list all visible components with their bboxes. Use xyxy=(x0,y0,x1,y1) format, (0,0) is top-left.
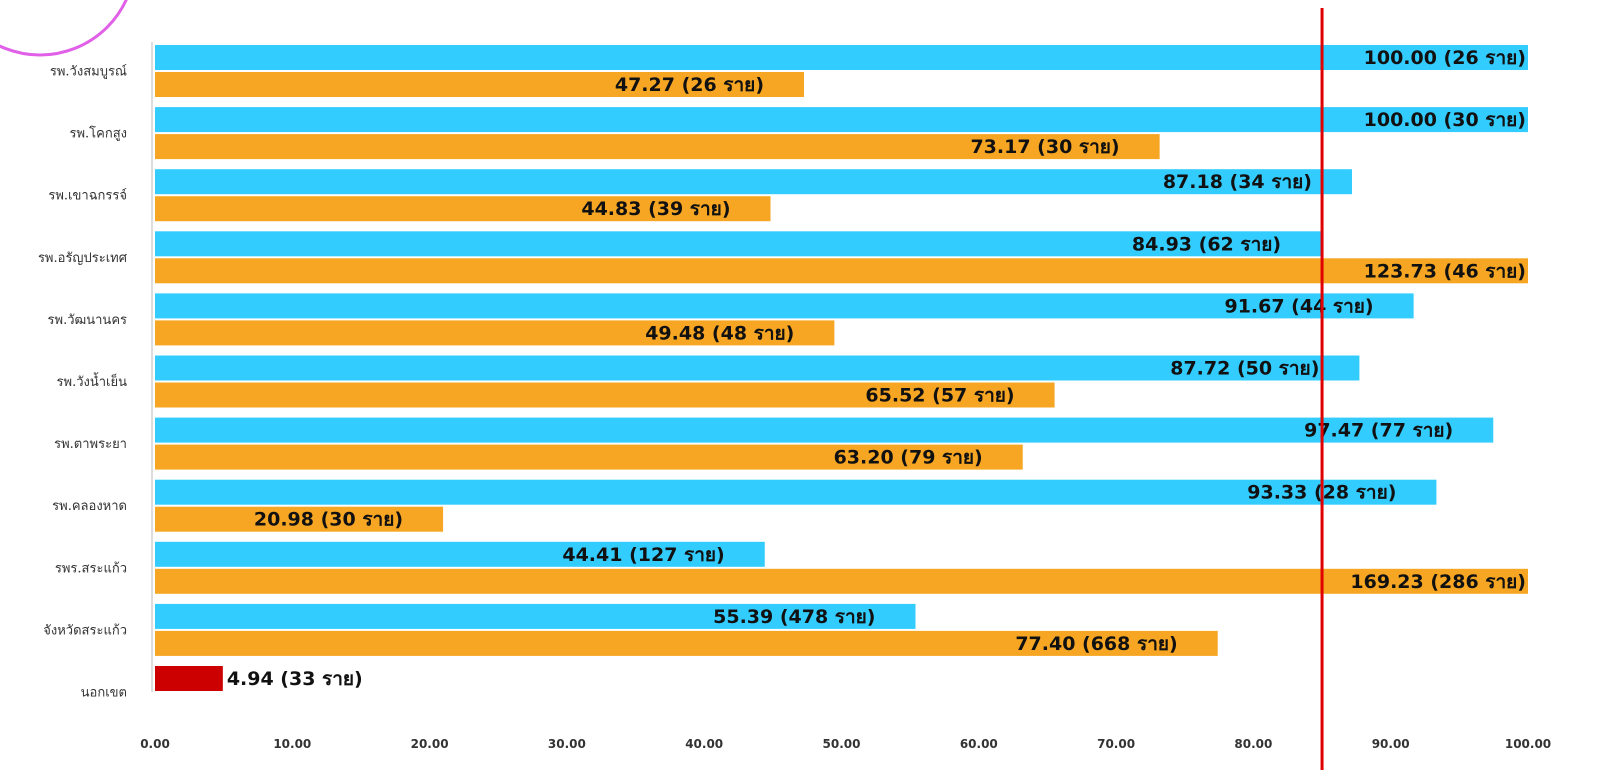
category-label: รพ.ตาพระยา xyxy=(54,437,127,452)
bar xyxy=(155,107,1528,133)
category-label: รพ.วังน้ำเย็น xyxy=(57,372,128,390)
x-tick-label: 0.00 xyxy=(140,737,170,751)
x-tick-label: 70.00 xyxy=(1097,737,1135,751)
bar xyxy=(155,45,1528,70)
category-label: รพ.วัฒนานคร xyxy=(48,313,127,328)
bar xyxy=(155,506,444,532)
data-label: 84.93 (62 ราย) xyxy=(1132,233,1281,255)
bar xyxy=(155,134,1160,160)
category-label: รพ.โคกสูง xyxy=(69,126,127,142)
category-label: รพร.สระแก้ว xyxy=(55,561,127,576)
data-label: 91.67 (44 ราย) xyxy=(1224,295,1373,317)
x-tick-label: 10.00 xyxy=(273,737,311,751)
category-label: จังหวัดสระแก้ว xyxy=(43,623,127,638)
bar xyxy=(155,417,1494,443)
x-tick-label: 60.00 xyxy=(960,737,998,751)
data-label: 65.52 (57 ราย) xyxy=(865,385,1014,407)
bar xyxy=(155,630,1218,656)
category-label: รพ.เขาฉกรรจ์ xyxy=(48,188,127,204)
bar xyxy=(155,382,1055,408)
bar xyxy=(155,444,1023,470)
bar xyxy=(155,541,765,567)
bar xyxy=(155,603,916,629)
data-label: 44.41 (127 ราย) xyxy=(562,544,724,566)
data-label: 169.23 (286 ราย) xyxy=(1350,571,1526,593)
x-tick-label: 50.00 xyxy=(823,737,861,751)
bar xyxy=(155,72,805,97)
bar xyxy=(155,320,835,346)
x-tick-label: 40.00 xyxy=(685,737,723,751)
data-label: 100.00 (30 ราย) xyxy=(1364,109,1526,131)
category-label: รพ.คลองหาด xyxy=(52,499,127,514)
corner-decoration xyxy=(0,0,128,57)
category-label: รพ.วังสมบูรณ์ xyxy=(50,64,127,80)
x-tick-label: 20.00 xyxy=(411,737,449,751)
data-label: 63.20 (79 ราย) xyxy=(834,447,983,469)
data-label: 49.48 (48 ราย) xyxy=(645,322,794,344)
bar xyxy=(155,355,1360,381)
data-label: 47.27 (26 ราย) xyxy=(615,74,764,96)
category-label: รพ.อรัญประเทศ xyxy=(38,251,128,266)
data-label: 77.40 (668 ราย) xyxy=(1015,633,1177,655)
bar xyxy=(155,196,771,222)
data-label: 4.94 (33 ราย) xyxy=(227,668,363,690)
data-label: 97.47 (77 ราย) xyxy=(1304,420,1453,442)
data-label: 55.39 (478 ราย) xyxy=(713,606,875,628)
data-label: 100.00 (26 ราย) xyxy=(1364,47,1526,69)
data-label: 87.72 (50 ราย) xyxy=(1170,358,1319,380)
bar xyxy=(155,568,1528,594)
x-tick-label: 30.00 xyxy=(548,737,586,751)
bar xyxy=(155,169,1352,195)
data-label: 73.17 (30 ราย) xyxy=(970,136,1119,158)
bar xyxy=(155,666,223,691)
bar xyxy=(155,293,1414,319)
x-tick-label: 90.00 xyxy=(1372,737,1410,751)
x-tick-label: 100.00 xyxy=(1505,737,1551,751)
category-label: นอกเขต xyxy=(81,686,127,701)
data-label: 123.73 (46 ราย) xyxy=(1364,260,1526,282)
x-tick-label: 80.00 xyxy=(1234,737,1272,751)
bar xyxy=(155,231,1322,257)
data-label: 44.83 (39 ราย) xyxy=(581,198,730,220)
data-label: 20.98 (30 ราย) xyxy=(254,509,403,531)
bar xyxy=(155,258,1528,284)
bar xyxy=(155,479,1437,505)
data-label: 87.18 (34 ราย) xyxy=(1163,171,1312,193)
